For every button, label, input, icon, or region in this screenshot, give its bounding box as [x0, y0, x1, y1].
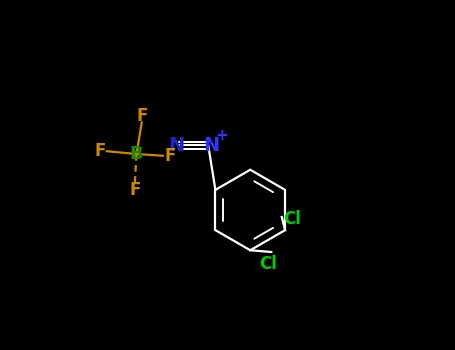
Text: Cl: Cl — [283, 210, 301, 228]
Text: N: N — [203, 136, 219, 155]
Text: B: B — [130, 145, 143, 163]
Text: F: F — [164, 147, 176, 165]
Text: N: N — [169, 136, 185, 155]
Text: F: F — [94, 142, 106, 160]
Text: Cl: Cl — [259, 255, 277, 273]
Text: F: F — [129, 181, 141, 199]
Text: +: + — [215, 128, 228, 143]
Text: F: F — [136, 107, 147, 125]
